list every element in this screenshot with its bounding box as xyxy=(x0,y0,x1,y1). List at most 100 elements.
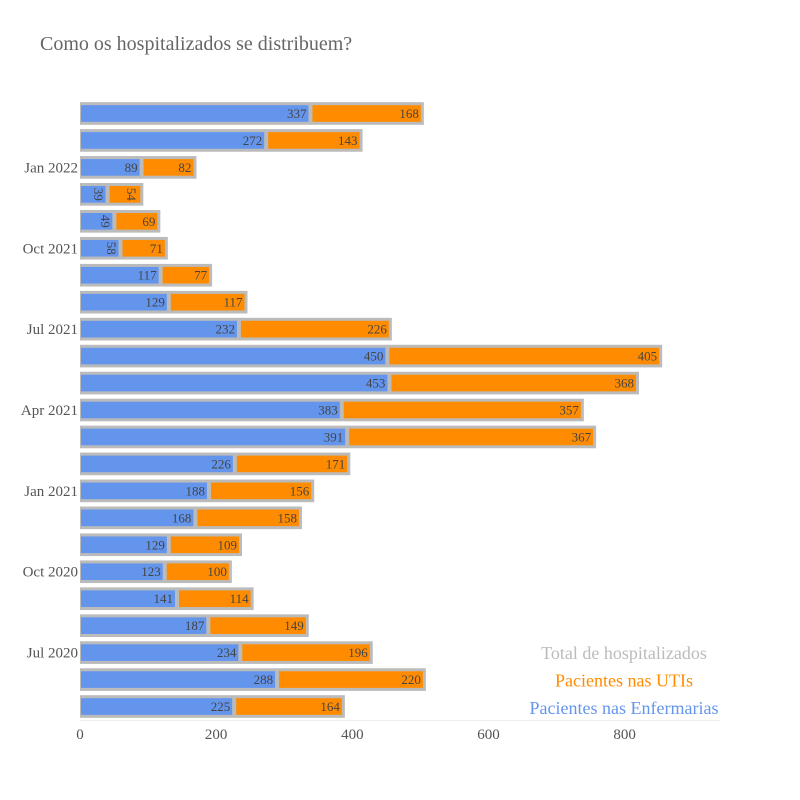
enfermarias-bar xyxy=(81,428,346,446)
enfermarias-value-label: 232 xyxy=(215,322,235,337)
y-tick-label: Oct 2021 xyxy=(23,241,78,257)
utis-bar xyxy=(240,320,389,338)
y-tick-label: Apr 2021 xyxy=(21,403,78,419)
utis-value-label: 143 xyxy=(338,133,358,148)
utis-bar xyxy=(197,509,299,527)
y-tick-label: Jul 2021 xyxy=(27,322,78,338)
utis-value-label: 117 xyxy=(223,295,243,310)
enfermarias-bar xyxy=(81,482,207,500)
chart-title: Como os hospitalizados se distribuem? xyxy=(40,33,352,55)
utis-value-label: 114 xyxy=(230,591,250,606)
x-tick-label: 200 xyxy=(205,727,228,743)
enfermarias-bar xyxy=(81,617,207,634)
enfermarias-value-label: 168 xyxy=(172,510,192,525)
enfermarias-bar xyxy=(81,563,163,581)
utis-bar xyxy=(116,212,158,230)
enfermarias-bar xyxy=(81,105,309,122)
enfermarias-value-label: 225 xyxy=(211,699,231,714)
enfermarias-value-label: 337 xyxy=(287,106,307,121)
utis-bar xyxy=(170,293,245,311)
utis-value-label: 405 xyxy=(638,349,658,364)
utis-value-label: 168 xyxy=(399,106,419,121)
utis-value-label: 158 xyxy=(277,510,297,525)
y-tick-label: Oct 2020 xyxy=(23,565,78,581)
utis-value-label: 100 xyxy=(207,564,227,579)
utis-value-label: 69 xyxy=(142,214,155,229)
utis-value-label: 149 xyxy=(284,618,304,633)
utis-bar xyxy=(389,347,660,365)
x-tick-label: 400 xyxy=(341,727,364,743)
enfermarias-bar xyxy=(81,186,106,203)
enfermarias-bar xyxy=(81,536,167,554)
y-tick-label: Jan 2022 xyxy=(24,160,78,176)
enfermarias-bar xyxy=(81,644,239,661)
utis-value-label: 196 xyxy=(348,645,368,660)
enfermarias-bar xyxy=(81,347,386,365)
enfermarias-value-label: 117 xyxy=(138,268,158,283)
utis-value-label: 368 xyxy=(614,376,634,391)
utis-bar xyxy=(242,644,370,661)
enfermarias-value-label: 187 xyxy=(185,618,205,633)
utis-bar xyxy=(391,374,636,392)
enfermarias-bar xyxy=(81,455,233,473)
utis-value-label: 82 xyxy=(178,160,191,175)
utis-value-label: 156 xyxy=(290,483,310,498)
enfermarias-value-label: 226 xyxy=(211,456,231,471)
utis-bar xyxy=(162,266,210,284)
enfermarias-bar xyxy=(81,293,167,311)
x-tick-label: 800 xyxy=(613,727,636,743)
legend-item[interactable]: Total de hospitalizados xyxy=(541,643,707,663)
enfermarias-bar xyxy=(81,266,159,284)
enfermarias-value-label: 234 xyxy=(217,645,237,660)
enfermarias-value-label: 129 xyxy=(145,537,165,552)
enfermarias-bar xyxy=(81,239,119,257)
y-axis-ticks: Jul 2020 Oct 2020 Jan 2021 Apr 2021 Jul 2021… xyxy=(21,160,78,661)
x-tick-label: 0 xyxy=(76,727,84,743)
enfermarias-value-label: 123 xyxy=(141,564,161,579)
y-tick-label: Jul 2020 xyxy=(27,646,78,662)
utis-bar xyxy=(268,132,360,149)
utis-value-label: 77 xyxy=(194,268,208,283)
utis-value-label: 357 xyxy=(559,403,579,418)
utis-value-label: 109 xyxy=(218,537,238,552)
enfermarias-value-label: 141 xyxy=(154,591,174,606)
legend-item[interactable]: Pacientes nas UTIs xyxy=(555,671,693,691)
utis-value-label: 226 xyxy=(367,322,387,337)
utis-value-label: 367 xyxy=(572,429,592,444)
enfermarias-bar xyxy=(81,374,388,392)
enfermarias-value-label: 39 xyxy=(91,188,106,201)
y-tick-label: Jan 2021 xyxy=(24,484,78,500)
utis-bar xyxy=(236,698,342,715)
enfermarias-bar xyxy=(81,320,237,338)
enfermarias-value-label: 450 xyxy=(364,349,384,364)
utis-bar xyxy=(343,401,581,419)
utis-bar xyxy=(170,536,240,554)
utis-bar xyxy=(236,455,348,473)
enfermarias-bar xyxy=(81,590,175,608)
enfermarias-bar xyxy=(81,671,276,688)
enfermarias-value-label: 188 xyxy=(186,483,206,498)
enfermarias-value-label: 49 xyxy=(98,215,113,228)
utis-value-label: 71 xyxy=(150,241,163,256)
legend-item[interactable]: Pacientes nas Enfermarias xyxy=(530,698,719,718)
utis-bar xyxy=(179,590,251,608)
x-tick-label: 600 xyxy=(477,727,500,743)
legend[interactable]: Total de hospitalizados Pacientes nas UTI… xyxy=(530,643,719,718)
enfermarias-bar xyxy=(81,132,265,149)
utis-bar xyxy=(349,428,594,446)
utis-bar xyxy=(109,186,141,203)
utis-bar xyxy=(166,563,229,581)
enfermarias-bar xyxy=(81,509,194,527)
utis-bar xyxy=(143,159,194,176)
enfermarias-value-label: 391 xyxy=(324,429,344,444)
enfermarias-value-label: 272 xyxy=(243,133,263,148)
enfermarias-bar xyxy=(81,212,113,230)
utis-bar xyxy=(279,671,423,688)
enfermarias-value-label: 129 xyxy=(145,295,165,310)
utis-value-label: 164 xyxy=(320,699,340,714)
enfermarias-bar xyxy=(81,159,140,176)
enfermarias-bar xyxy=(81,698,233,715)
enfermarias-value-label: 58 xyxy=(104,242,119,255)
utis-bar xyxy=(211,482,312,500)
